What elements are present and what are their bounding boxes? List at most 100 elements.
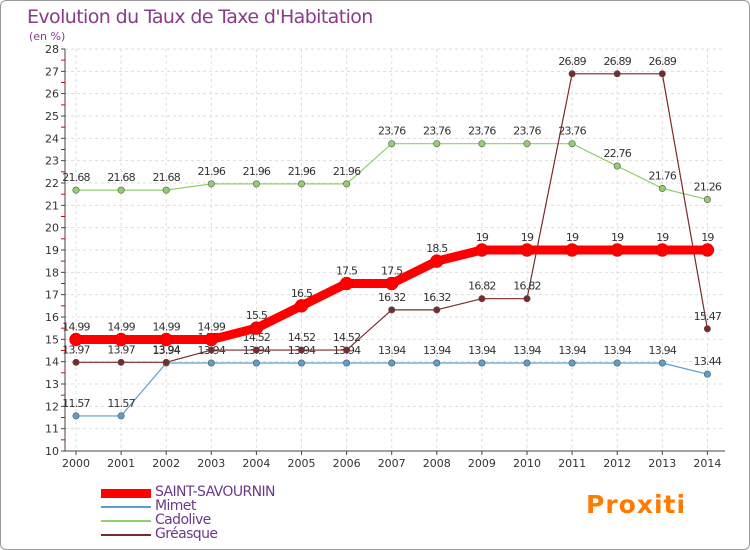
legend-swatch xyxy=(101,534,151,536)
data-label: 13.94 xyxy=(378,344,406,357)
data-label: 16.82 xyxy=(513,280,541,293)
y-tick-label: 12 xyxy=(45,400,59,413)
data-point xyxy=(339,276,354,291)
data-point xyxy=(207,346,215,354)
data-label: 19 xyxy=(701,231,714,244)
data-point xyxy=(72,412,80,420)
data-label: 13.97 xyxy=(107,343,135,356)
data-label: 14.99 xyxy=(152,321,180,334)
data-label: 17.5 xyxy=(336,265,358,278)
data-point xyxy=(162,358,170,366)
y-tick-label: 25 xyxy=(45,110,59,123)
data-point xyxy=(159,332,173,347)
data-point xyxy=(117,412,125,420)
y-tick-label: 21 xyxy=(45,199,59,212)
data-label: 18.5 xyxy=(426,242,448,255)
data-point xyxy=(343,346,351,354)
y-tick-label: 16 xyxy=(45,311,59,324)
y-tick-label: 23 xyxy=(45,155,59,168)
brand-logo: Proxiti xyxy=(586,490,687,519)
x-tick-label: 2002 xyxy=(152,457,180,470)
y-tick-label: 10 xyxy=(45,445,59,458)
data-label: 14.52 xyxy=(333,331,361,344)
data-point xyxy=(433,140,441,148)
data-point xyxy=(658,359,666,367)
data-label: 26.89 xyxy=(649,55,677,68)
data-point xyxy=(613,359,621,367)
data-point xyxy=(703,196,711,204)
data-label: 21.26 xyxy=(694,181,722,194)
data-point xyxy=(294,299,309,313)
data-point xyxy=(703,325,711,333)
data-label: 21.68 xyxy=(152,171,180,184)
data-point xyxy=(658,184,666,192)
data-point xyxy=(297,180,305,188)
data-point xyxy=(207,359,215,367)
x-tick-label: 2008 xyxy=(423,457,451,470)
x-tick-label: 2014 xyxy=(693,457,721,470)
data-label: 13.94 xyxy=(603,344,631,357)
legend-swatch xyxy=(101,489,151,498)
data-label: 21.76 xyxy=(649,169,677,182)
data-label: 23.76 xyxy=(378,125,406,138)
data-label: 21.68 xyxy=(62,171,90,184)
data-point xyxy=(613,70,621,78)
data-point xyxy=(343,180,351,188)
data-point xyxy=(478,140,486,148)
data-point xyxy=(433,359,441,367)
x-tick-label: 2011 xyxy=(558,457,586,470)
y-tick-label: 19 xyxy=(45,244,59,257)
data-point xyxy=(523,140,531,148)
data-point xyxy=(207,180,215,188)
y-tick-label: 22 xyxy=(45,177,59,190)
data-point xyxy=(162,186,170,194)
data-label: 17.5 xyxy=(381,265,403,278)
y-tick-label: 14 xyxy=(45,356,59,369)
x-tick-label: 2007 xyxy=(378,457,406,470)
data-point xyxy=(610,243,624,257)
data-label: 16.5 xyxy=(291,287,313,300)
data-point xyxy=(475,243,489,257)
data-point xyxy=(117,186,125,194)
data-point xyxy=(700,243,715,257)
data-point xyxy=(69,332,83,347)
data-label: 23.76 xyxy=(468,125,496,138)
x-tick-label: 2010 xyxy=(513,457,541,470)
data-label: 13.94 xyxy=(649,344,677,357)
data-label: 21.96 xyxy=(333,165,361,178)
data-point xyxy=(433,306,441,314)
data-point xyxy=(252,346,260,354)
data-label: 14.99 xyxy=(198,321,226,334)
data-label: 14.52 xyxy=(288,331,316,344)
series-saint-savournin: 14.99 14.99 14.99 14.99 15.5 16.5 17.5 17.5 18.5… xyxy=(62,231,715,347)
data-point xyxy=(72,186,80,194)
y-tick-label: 18 xyxy=(45,266,59,279)
data-point xyxy=(568,140,576,148)
x-tick-label: 2006 xyxy=(333,457,361,470)
data-point xyxy=(252,180,260,188)
series-gr-asque: 13.9713.9713.9414.5214.5214.5214.5216.32… xyxy=(62,55,723,366)
data-label: 16.82 xyxy=(468,280,496,293)
data-label: 19 xyxy=(476,231,489,244)
chart-title: Evolution du Taux de Taxe d'Habitation xyxy=(27,6,373,28)
data-label: 26.89 xyxy=(603,55,631,68)
x-tick-label: 2009 xyxy=(468,457,496,470)
data-point xyxy=(114,332,128,347)
data-point xyxy=(252,359,260,367)
data-point xyxy=(523,295,531,303)
x-tick-label: 2005 xyxy=(288,457,316,470)
y-tick-label: 15 xyxy=(45,333,59,346)
data-label: 13.94 xyxy=(152,344,180,357)
data-point xyxy=(568,70,576,78)
y-tick-label: 11 xyxy=(45,423,59,436)
data-label: 13.94 xyxy=(468,344,496,357)
data-label: 13.44 xyxy=(694,355,722,368)
y-tick-label: 20 xyxy=(45,222,59,235)
data-label: 13.97 xyxy=(62,343,90,356)
x-tick-label: 2013 xyxy=(648,457,676,470)
series-cadolive: 21.68 21.68 21.68 21.96 21.96 21.96 21.96 23.76… xyxy=(62,125,723,204)
data-label: 11.57 xyxy=(62,397,90,410)
legend-label: SAINT-SAVOURNIN xyxy=(155,484,275,500)
data-label: 21.96 xyxy=(288,165,316,178)
